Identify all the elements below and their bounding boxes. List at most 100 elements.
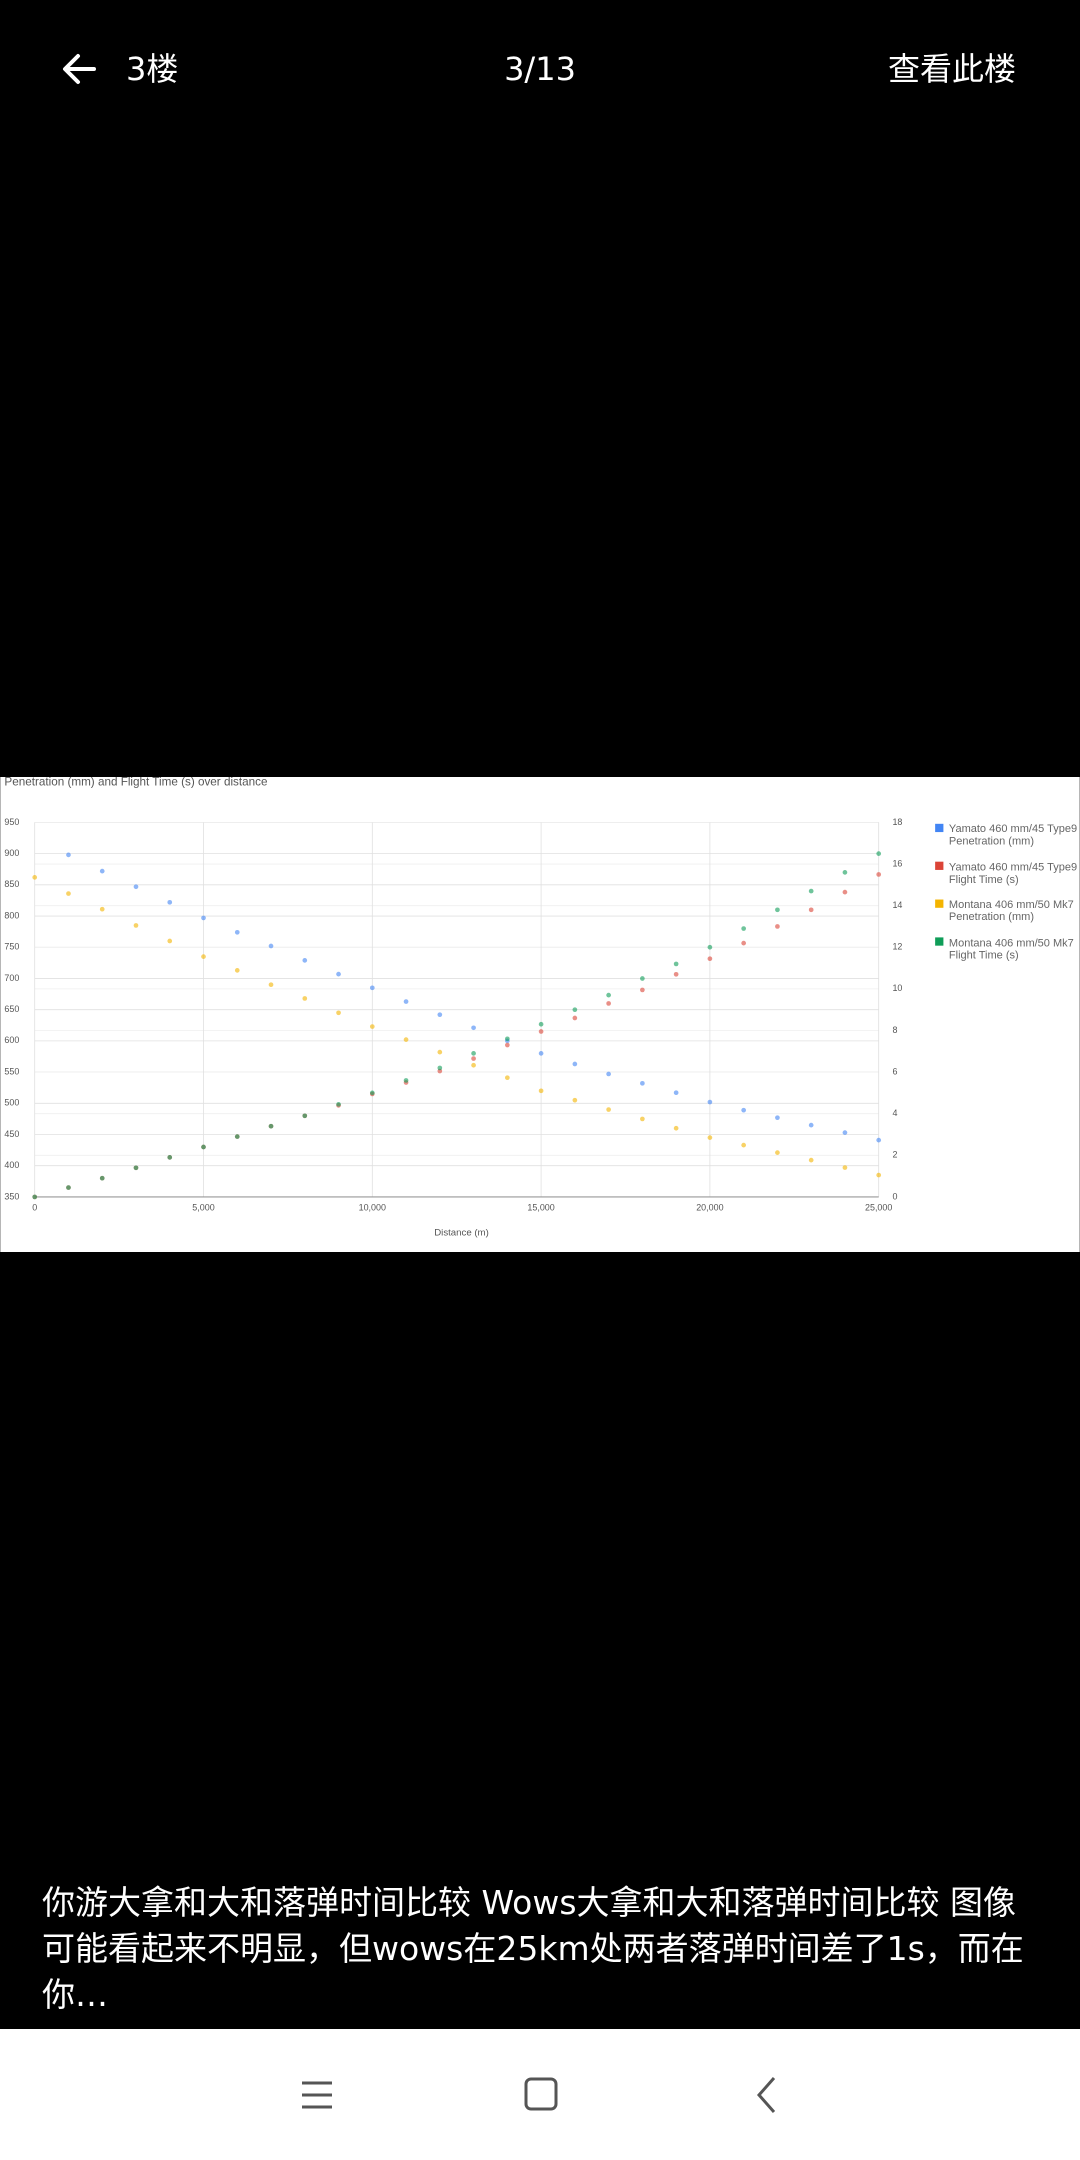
data-point — [369, 985, 375, 991]
data-point — [302, 996, 308, 1001]
data-point — [167, 938, 173, 944]
data-point — [606, 1001, 611, 1006]
legend-entry: Yamato 460 mm/45 Type9 Flight Time (s) — [948, 860, 1078, 886]
x-tick-label: 0 — [32, 1202, 37, 1212]
data-point — [606, 1107, 611, 1112]
legend-label: Yamato 460 mm/45 Type9 Flight Time (s) — [948, 860, 1078, 886]
y-tick-label: 600 — [4, 1035, 19, 1045]
x-tick-label: 10,000 — [359, 1202, 386, 1212]
data-point — [437, 1012, 443, 1018]
y-tick-label: 800 — [4, 910, 19, 920]
legend-swatch — [935, 861, 944, 870]
data-point — [707, 944, 713, 950]
data-point — [505, 1075, 510, 1081]
data-point — [876, 872, 882, 877]
data-point — [437, 1049, 443, 1055]
data-point — [201, 954, 206, 959]
data-point — [167, 899, 173, 905]
caption: 你游大拿和大和落弹时间比较 Wows大拿和大和落弹时间比较 图像可能看起来不明显… — [42, 1883, 1024, 2014]
data-point — [234, 929, 240, 935]
y-tick-label: 350 — [4, 1191, 19, 1201]
data-point — [167, 1155, 173, 1160]
data-point — [640, 987, 645, 993]
data-point — [369, 1090, 375, 1096]
view-floor-button[interactable]: 查看此楼 — [887, 50, 1016, 88]
data-point — [842, 889, 848, 895]
data-point — [741, 1107, 746, 1113]
data-point — [302, 958, 308, 963]
data-point — [707, 956, 713, 962]
data-point — [99, 906, 105, 912]
data-point — [842, 1130, 848, 1135]
data-point — [741, 1142, 746, 1148]
legend-label: Montana 406 mm/50 Mk7 Flight Time (s) — [948, 936, 1074, 961]
data-point — [673, 1090, 679, 1096]
data-point — [876, 1137, 882, 1143]
data-point — [268, 943, 274, 949]
y2-tick-label: 16 — [892, 858, 902, 868]
data-point — [741, 926, 746, 931]
data-point — [234, 1134, 240, 1139]
y-tick-label: 900 — [4, 848, 19, 858]
data-point — [234, 968, 240, 973]
legend-label: Yamato 460 mm/45 Type9 Penetration (mm) — [948, 822, 1078, 848]
data-point — [808, 888, 814, 894]
legend-swatch — [935, 899, 944, 908]
data-point — [471, 1056, 476, 1061]
chart-image: Penetration (mm) and Flight Time (s) ove… — [0, 777, 1080, 1252]
chart-background — [0, 777, 1080, 1252]
data-point — [538, 1051, 544, 1056]
y2-tick-label: 14 — [892, 900, 902, 910]
data-point — [707, 1099, 713, 1105]
y-tick-label: 650 — [4, 1004, 19, 1014]
data-point — [775, 1115, 780, 1121]
data-point — [403, 1078, 409, 1083]
y2-tick-label: 10 — [892, 983, 902, 993]
back-nav-button[interactable] — [754, 2075, 780, 2115]
data-point — [842, 1165, 848, 1170]
data-point — [842, 870, 848, 875]
data-point — [876, 1172, 882, 1178]
legend-label: Montana 406 mm/50 Mk7 Penetration (mm) — [948, 898, 1074, 923]
legend-entry: Yamato 460 mm/45 Type9 Penetration (mm) — [948, 822, 1078, 848]
data-point — [640, 1080, 645, 1086]
data-point — [808, 1122, 814, 1128]
data-point — [99, 1175, 105, 1181]
y-tick-label: 750 — [4, 942, 19, 952]
data-point — [572, 1097, 578, 1103]
data-point — [538, 1088, 544, 1094]
data-point — [66, 891, 71, 896]
legend-entry: Montana 406 mm/50 Mk7 Penetration (mm) — [948, 898, 1074, 923]
y2-tick-label: 18 — [892, 817, 902, 827]
x-tick-label: 15,000 — [527, 1202, 554, 1212]
y2-tick-label: 2 — [892, 1150, 897, 1160]
data-point — [876, 851, 882, 856]
menu-button[interactable] — [300, 2077, 334, 2113]
legend-entry: Montana 406 mm/50 Mk7 Flight Time (s) — [948, 936, 1074, 961]
data-point — [336, 1102, 341, 1107]
data-point — [403, 999, 409, 1004]
data-point — [32, 1194, 38, 1200]
y2-tick-label: 12 — [892, 942, 902, 952]
data-point — [336, 971, 341, 977]
data-point — [66, 852, 71, 858]
data-point — [336, 1010, 341, 1016]
y-tick-label: 550 — [4, 1066, 19, 1076]
data-point — [471, 1062, 476, 1068]
data-point — [403, 1037, 409, 1042]
legend-swatch — [935, 937, 944, 946]
back-button[interactable] — [58, 48, 100, 90]
data-point — [640, 976, 645, 981]
data-point — [66, 1185, 71, 1190]
home-button[interactable] — [523, 2076, 559, 2112]
data-point — [32, 875, 38, 880]
data-point — [133, 884, 139, 890]
data-point — [201, 915, 206, 921]
data-point — [775, 907, 780, 913]
y-tick-label: 700 — [4, 973, 19, 983]
y-tick-label: 950 — [4, 817, 19, 827]
x-axis-label: Distance (m) — [434, 1227, 489, 1238]
data-point — [606, 1071, 611, 1077]
data-point — [505, 1042, 510, 1048]
